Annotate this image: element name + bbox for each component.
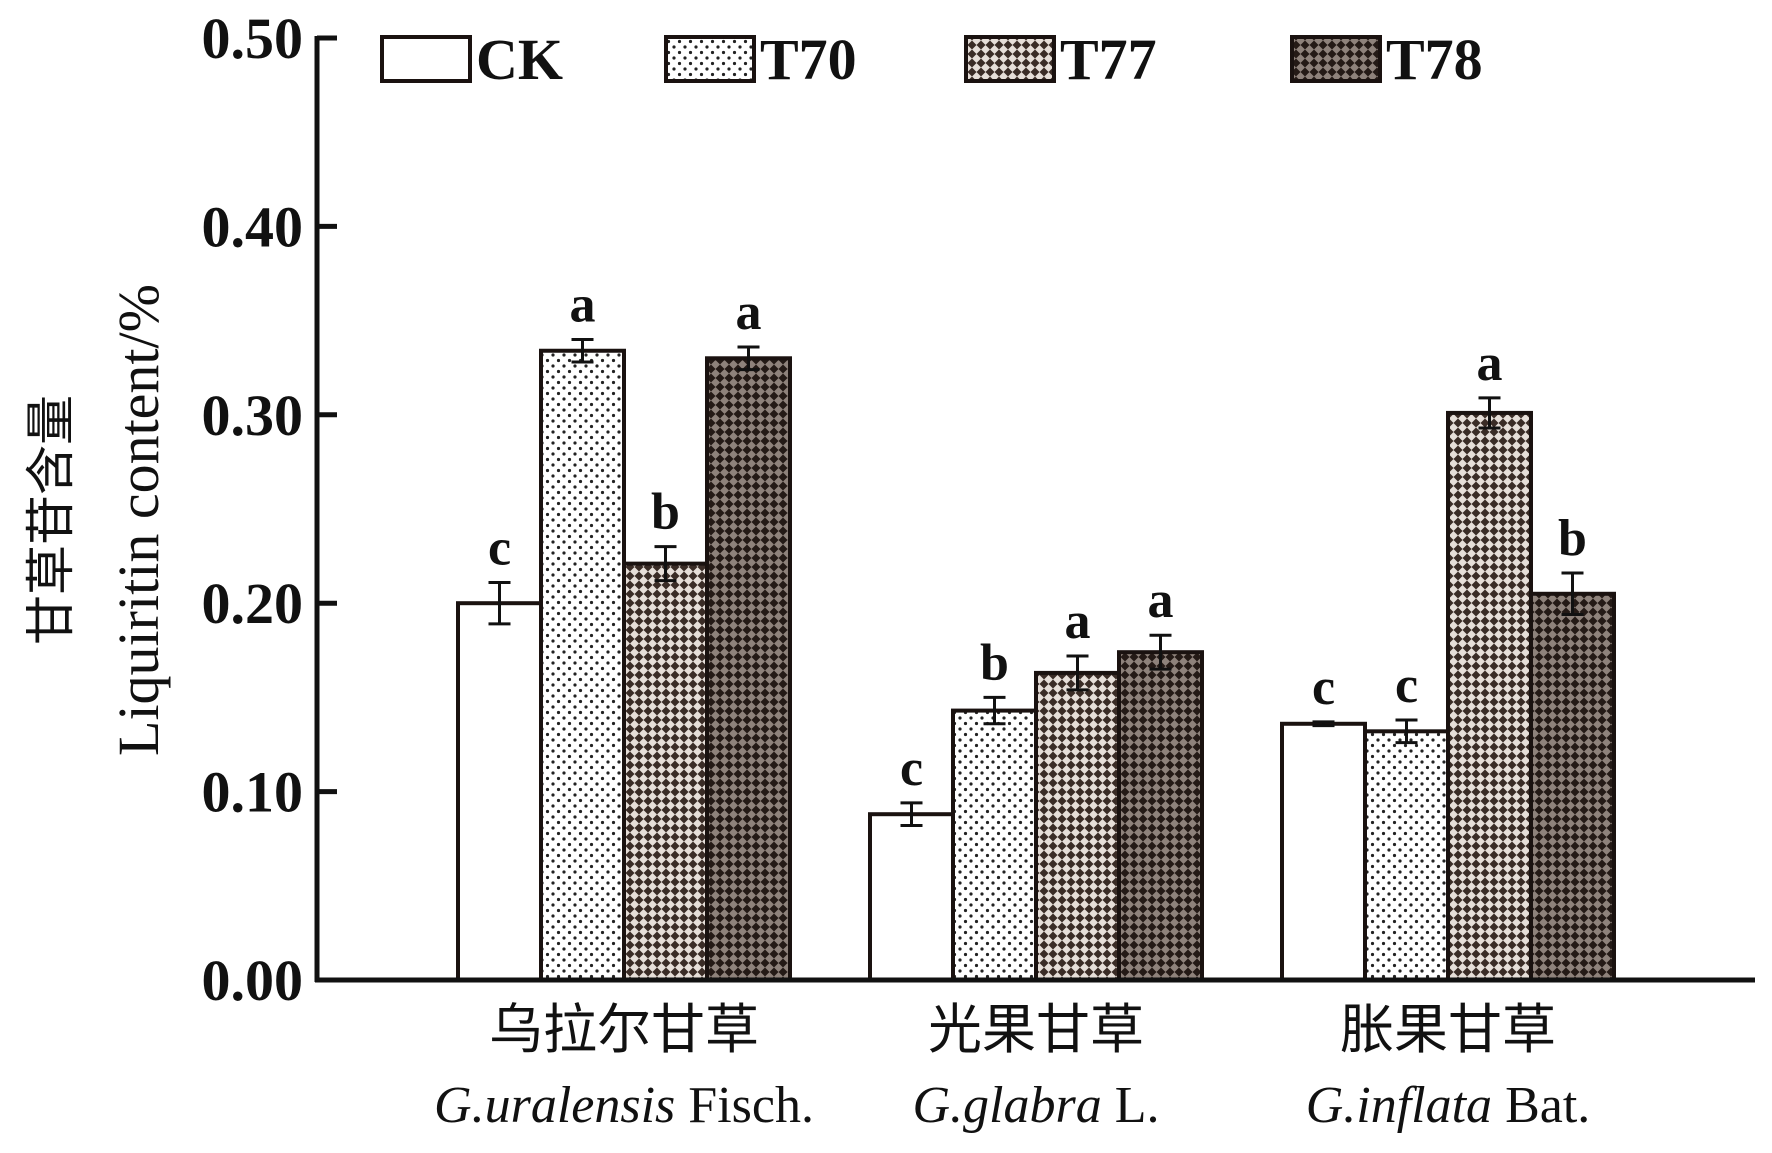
- category-label-latin: G.uralensis Fisch.: [434, 1077, 814, 1134]
- y-tick-label: 0.10: [202, 760, 304, 825]
- legend-label: CK: [476, 27, 563, 92]
- author: L.: [1102, 1077, 1160, 1134]
- bar-t70: [1363, 729, 1450, 983]
- legend-swatch: [380, 35, 472, 83]
- y-axis-label-cn: 甘草苷含量: [22, 395, 80, 645]
- legend-label: T70: [760, 27, 857, 92]
- bar-t70: [951, 708, 1038, 982]
- legend-swatch: [1290, 35, 1382, 83]
- category-label-cn: 乌拉尔甘草: [489, 998, 759, 1061]
- error-bar: [983, 695, 1006, 726]
- error-bar: [488, 580, 511, 626]
- significance-letter: a: [1065, 593, 1091, 650]
- author: Bat.: [1492, 1077, 1590, 1134]
- significance-letter: c: [488, 519, 511, 576]
- legend-item-t77: T77: [964, 27, 1157, 92]
- significance-letter: a: [570, 276, 596, 333]
- y-tick-label: 0.00: [202, 948, 304, 1013]
- bars: [456, 348, 1616, 983]
- significance-letter: c: [900, 740, 923, 797]
- significance-letter: b: [651, 484, 680, 541]
- significance-letter: c: [1312, 659, 1335, 716]
- genus: G.: [912, 1077, 963, 1134]
- significance-letter: b: [1558, 510, 1587, 567]
- x-category-label: 光果甘草 G.glabra L.: [912, 998, 1159, 1134]
- error-bar: [737, 345, 760, 372]
- y-tick-label: 0.50: [202, 6, 304, 71]
- error-bars: [488, 337, 1584, 828]
- legend-label: T77: [1060, 27, 1157, 92]
- significance-letter: a: [1477, 335, 1503, 392]
- bar-t77: [1034, 670, 1121, 983]
- bar-t70: [539, 348, 626, 982]
- legend: CK T70 T77 T78: [380, 27, 1483, 92]
- category-label-cn: 胀果甘草: [1340, 998, 1556, 1061]
- bar-t77: [1446, 410, 1533, 982]
- error-bar: [1149, 633, 1172, 671]
- bar-ck: [456, 601, 543, 982]
- error-bar: [571, 337, 594, 364]
- genus: G.: [434, 1077, 485, 1134]
- error-bar: [1395, 718, 1418, 745]
- legend-swatch: [664, 35, 756, 83]
- bar-t78: [1117, 650, 1204, 983]
- category-label-latin: G.inflata Bat.: [1306, 1077, 1591, 1134]
- species: inflata: [1356, 1077, 1492, 1134]
- bar-t78: [705, 356, 792, 982]
- significance-letter: c: [1395, 657, 1418, 714]
- species: uralensis: [485, 1077, 676, 1134]
- legend-swatch: [964, 35, 1056, 83]
- genus: G.: [1306, 1077, 1357, 1134]
- legend-item-t78: T78: [1290, 27, 1483, 92]
- legend-item-ck: CK: [380, 27, 563, 92]
- error-bar: [900, 801, 923, 828]
- y-ticks: 0.00 0.10 0.20 0.30 0.40 0.50: [202, 6, 337, 1013]
- y-tick-label: 0.40: [202, 194, 304, 259]
- significance-letter: a: [1148, 572, 1174, 629]
- author: Fisch.: [675, 1077, 814, 1134]
- y-axis-label: Liquiritin content/%: [106, 284, 171, 756]
- error-bar: [654, 545, 677, 583]
- legend-item-t70: T70: [664, 27, 857, 92]
- bar-ck: [868, 812, 955, 983]
- error-bar: [1066, 654, 1089, 692]
- y-tick-label: 0.30: [202, 383, 304, 448]
- category-label-cn: 光果甘草: [928, 998, 1144, 1061]
- legend-label: T78: [1386, 27, 1483, 92]
- error-bar: [1478, 396, 1501, 430]
- significance-letter: b: [980, 634, 1009, 691]
- bar-ck: [1280, 721, 1367, 982]
- category-label-latin: G.glabra L.: [912, 1077, 1159, 1134]
- bar-t77: [622, 561, 709, 982]
- y-tick-label: 0.20: [202, 571, 304, 636]
- significance-letter: a: [736, 284, 762, 341]
- error-bar: [1312, 720, 1335, 728]
- species: glabra: [963, 1077, 1102, 1134]
- error-bar: [1561, 571, 1584, 617]
- bar-t78: [1529, 591, 1616, 983]
- x-category-label: 胀果甘草 G.inflata Bat.: [1306, 998, 1591, 1134]
